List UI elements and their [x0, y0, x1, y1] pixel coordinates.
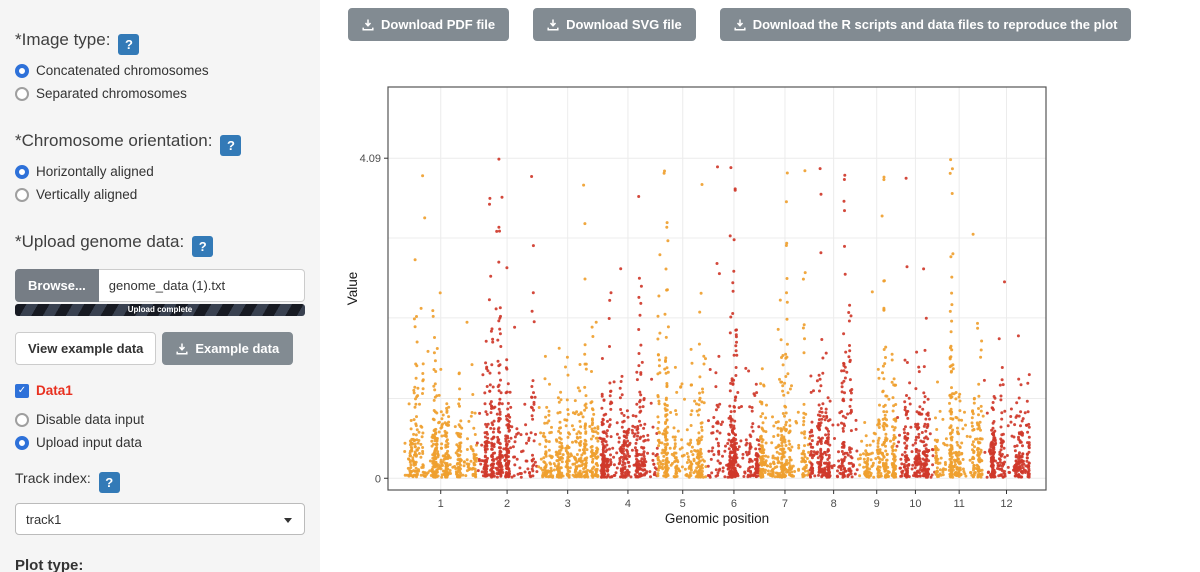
svg-text:4: 4 [625, 498, 631, 510]
upload-genome-heading: *Upload genome data:? [15, 232, 305, 257]
radio-icon [15, 187, 29, 202]
example-data-label: Example data [195, 341, 280, 356]
caret-down-icon [284, 518, 292, 523]
track-select[interactable]: track1 [15, 503, 305, 535]
upload-progress-bar: Upload complete [15, 304, 305, 316]
view-example-data-button[interactable]: View example data [15, 332, 157, 365]
chart-container: 1 2 3 4 5 6 7 8 9 10 11 12 0 4.09 Genomic position Valu… [343, 75, 1053, 540]
svg-text:4.09: 4.09 [360, 153, 381, 165]
radio-label: Separated chromosomes [36, 86, 187, 101]
data1-label: Data1 [36, 383, 73, 398]
svg-text:1: 1 [438, 498, 444, 510]
main-panel: Download PDF file Download SVG file Down… [320, 0, 1200, 572]
radio-horizontally-aligned[interactable]: Horizontally aligned [15, 164, 305, 179]
download-pdf-button[interactable]: Download PDF file [348, 8, 510, 41]
track-index-help-button[interactable]: ? [98, 472, 120, 493]
radio-icon [15, 412, 29, 427]
radio-concatenated-chromosomes[interactable]: Concatenated chromosomes [15, 63, 305, 78]
download-r-scripts-label: Download the R scripts and data files to… [752, 17, 1118, 32]
svg-text:12: 12 [1000, 498, 1012, 510]
download-r-scripts-button[interactable]: Download the R scripts and data files to… [719, 8, 1132, 41]
svg-text:5: 5 [680, 498, 686, 510]
download-buttons-row: Download PDF file Download SVG file Down… [348, 8, 1132, 41]
svg-text:Genomic position: Genomic position [665, 511, 769, 526]
download-pdf-label: Download PDF file [381, 17, 496, 32]
orientation-heading: *Chromosome orientation:? [15, 131, 305, 156]
svg-text:3: 3 [565, 498, 571, 510]
radio-label: Horizontally aligned [36, 164, 154, 179]
svg-text:6: 6 [731, 498, 737, 510]
radio-disable-data-input[interactable]: Disable data input [15, 412, 305, 427]
plot-type-label: Plot type: [15, 557, 84, 572]
upload-genome-label: *Upload genome data: [15, 232, 185, 251]
browse-button[interactable]: Browse... [15, 269, 99, 302]
track-index-label: Track index: [15, 470, 91, 486]
sidebar: *Image type:? Concatenated chromosomes S… [0, 0, 320, 572]
radio-label: Vertically aligned [36, 187, 138, 202]
data1-checkbox-row[interactable]: ✓ Data1 [15, 383, 305, 398]
radio-label: Concatenated chromosomes [36, 63, 209, 78]
download-svg-button[interactable]: Download SVG file [533, 8, 696, 41]
download-icon [547, 19, 559, 31]
track-index-heading: Track index:? [15, 470, 305, 493]
radio-upload-input-data[interactable]: Upload input data [15, 435, 305, 450]
radio-label: Disable data input [36, 412, 145, 427]
radio-icon [15, 63, 29, 78]
example-data-download-button[interactable]: Example data [162, 332, 294, 365]
orientation-label: *Chromosome orientation: [15, 131, 213, 150]
svg-text:9: 9 [874, 498, 880, 510]
genome-file-input: Browse... genome_data (1).txt [15, 269, 305, 302]
download-icon [176, 343, 188, 355]
radio-icon [15, 435, 29, 450]
radio-vertically-aligned[interactable]: Vertically aligned [15, 187, 305, 202]
uploaded-filename: genome_data (1).txt [98, 269, 305, 302]
image-type-help-button[interactable]: ? [118, 34, 140, 55]
svg-text:8: 8 [831, 498, 837, 510]
image-type-label: *Image type: [15, 30, 111, 49]
track-select-value: track1 [26, 512, 62, 527]
svg-text:0: 0 [375, 473, 381, 485]
radio-icon [15, 164, 29, 179]
radio-icon [15, 86, 29, 101]
upload-genome-help-button[interactable]: ? [192, 236, 214, 257]
image-type-heading: *Image type:? [15, 30, 305, 55]
svg-text:11: 11 [953, 498, 964, 510]
download-svg-label: Download SVG file [566, 17, 682, 32]
radio-label: Upload input data [36, 435, 142, 450]
svg-text:2: 2 [504, 498, 510, 510]
svg-text:Value: Value [345, 272, 360, 306]
orientation-help-button[interactable]: ? [220, 135, 242, 156]
download-icon [362, 19, 374, 31]
checkbox-icon: ✓ [15, 383, 29, 398]
download-icon [734, 19, 746, 31]
svg-text:10: 10 [909, 498, 921, 510]
svg-text:7: 7 [782, 498, 788, 510]
radio-separated-chromosomes[interactable]: Separated chromosomes [15, 86, 305, 101]
